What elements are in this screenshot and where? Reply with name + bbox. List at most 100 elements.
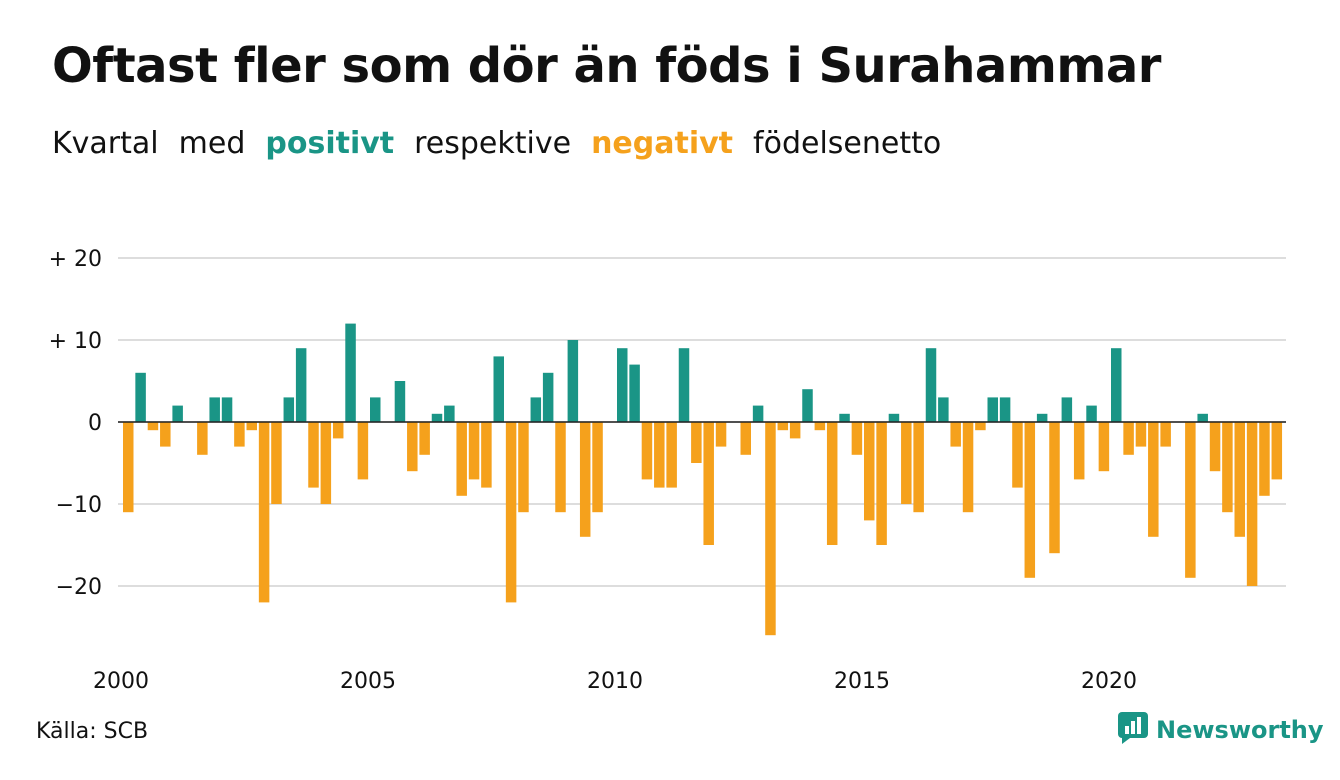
bar-positive bbox=[1111, 348, 1122, 422]
bar-negative bbox=[332, 422, 344, 439]
bar-positive bbox=[542, 372, 554, 422]
bar-negative bbox=[1024, 422, 1036, 578]
bar-positive bbox=[938, 397, 949, 422]
x-tick-label: 2010 bbox=[587, 669, 643, 694]
axis-layer: + 20 + 10 0 −10 −20 2000 2005 2010 2015 2020 bbox=[49, 247, 1286, 694]
bar-positive bbox=[839, 413, 850, 422]
bar-positive bbox=[209, 397, 220, 422]
bar-negative bbox=[481, 422, 492, 488]
bar-negative bbox=[950, 422, 961, 447]
bar-negative bbox=[901, 422, 912, 504]
bar-negative bbox=[1246, 422, 1258, 586]
bar-positive bbox=[493, 356, 504, 422]
bar-positive bbox=[1061, 397, 1073, 422]
y-tick-label: 0 bbox=[88, 411, 102, 436]
bar-negative bbox=[357, 422, 369, 480]
brand-logo[interactable]: Newsworthy bbox=[1118, 712, 1324, 748]
subtitle-word: födelsenetto bbox=[753, 126, 942, 161]
bar-negative bbox=[505, 422, 517, 603]
y-tick-label: −10 bbox=[56, 493, 102, 518]
bar-negative bbox=[913, 422, 924, 513]
bar-negative bbox=[246, 422, 257, 431]
bar-negative bbox=[271, 422, 282, 504]
subtitle-positive-label: positivt bbox=[265, 126, 395, 161]
bar-negative bbox=[147, 422, 159, 431]
bar-positive bbox=[530, 397, 542, 422]
x-tick-label: 2000 bbox=[93, 669, 149, 694]
bar-positive bbox=[221, 397, 233, 422]
bar-negative bbox=[320, 422, 332, 504]
x-tick-label: 2015 bbox=[834, 669, 890, 694]
bar-negative bbox=[419, 422, 430, 455]
bar-positive bbox=[987, 397, 998, 422]
bar-positive bbox=[999, 397, 1011, 422]
bar-layer bbox=[123, 323, 1283, 636]
bar-negative bbox=[123, 422, 134, 513]
newsworthy-logo-icon bbox=[1118, 712, 1148, 748]
x-tick-label: 2005 bbox=[340, 669, 396, 694]
bar-negative bbox=[1135, 422, 1147, 447]
bar-negative bbox=[826, 422, 838, 545]
bar-negative bbox=[666, 422, 677, 488]
bar-positive bbox=[394, 381, 406, 422]
bar-positive bbox=[678, 348, 690, 422]
subtitle: Kvartal med positivt respektive negativt föde… bbox=[52, 126, 961, 161]
bar-negative bbox=[518, 422, 529, 513]
bar-negative bbox=[468, 422, 480, 480]
bar-negative bbox=[1185, 422, 1196, 578]
brand-name: Newsworthy bbox=[1156, 716, 1324, 744]
bar-negative bbox=[1271, 422, 1283, 480]
bar-negative bbox=[851, 422, 863, 455]
bar-positive bbox=[444, 405, 455, 422]
bar-positive bbox=[1086, 405, 1097, 422]
bar-negative bbox=[715, 422, 727, 447]
page-title: Oftast fler som dör än föds i Surahammar bbox=[52, 38, 1161, 94]
bar-negative bbox=[654, 422, 665, 488]
bar-negative bbox=[308, 422, 319, 488]
bar-negative bbox=[641, 422, 653, 480]
bar-positive bbox=[752, 405, 764, 422]
bar-positive bbox=[431, 413, 443, 422]
bar-positive bbox=[567, 340, 579, 422]
bar-negative bbox=[691, 422, 702, 463]
bar-negative bbox=[234, 422, 245, 447]
bar-negative bbox=[740, 422, 751, 455]
bar-positive bbox=[345, 323, 356, 422]
bar-positive bbox=[135, 372, 146, 422]
y-tick-label: −20 bbox=[56, 575, 102, 600]
bar-negative bbox=[962, 422, 974, 513]
subtitle-word: med bbox=[178, 126, 246, 161]
bar-negative bbox=[160, 422, 171, 447]
bar-negative bbox=[1098, 422, 1110, 472]
source-note: Källa: SCB bbox=[36, 719, 149, 744]
bar-negative bbox=[1160, 422, 1171, 447]
bar-negative bbox=[876, 422, 887, 545]
bar-negative bbox=[864, 422, 875, 521]
bar-negative bbox=[789, 422, 801, 439]
bar-negative bbox=[1222, 422, 1233, 513]
bar-negative bbox=[814, 422, 826, 431]
bar-negative bbox=[703, 422, 714, 545]
bar-positive bbox=[629, 364, 640, 422]
bar-negative bbox=[258, 422, 270, 603]
y-tick-label: + 20 bbox=[49, 247, 102, 272]
bar-negative bbox=[1012, 422, 1023, 488]
bar-negative bbox=[555, 422, 566, 513]
bar-negative bbox=[1209, 422, 1221, 472]
bar-negative bbox=[1234, 422, 1245, 537]
bar-positive bbox=[888, 413, 900, 422]
bar-positive bbox=[1036, 413, 1048, 422]
bar-positive bbox=[802, 389, 813, 422]
subtitle-word: Kvartal bbox=[52, 126, 159, 161]
bar-positive bbox=[295, 348, 307, 422]
bar-negative bbox=[456, 422, 467, 496]
bar-negative bbox=[1049, 422, 1060, 554]
bar-negative bbox=[765, 422, 776, 636]
bar-negative bbox=[1123, 422, 1134, 455]
bar-positive bbox=[1197, 413, 1208, 422]
bar-positive bbox=[172, 405, 183, 422]
bar-positive bbox=[617, 348, 628, 422]
subtitle-word: respektive bbox=[414, 126, 572, 161]
bar-negative bbox=[592, 422, 603, 513]
